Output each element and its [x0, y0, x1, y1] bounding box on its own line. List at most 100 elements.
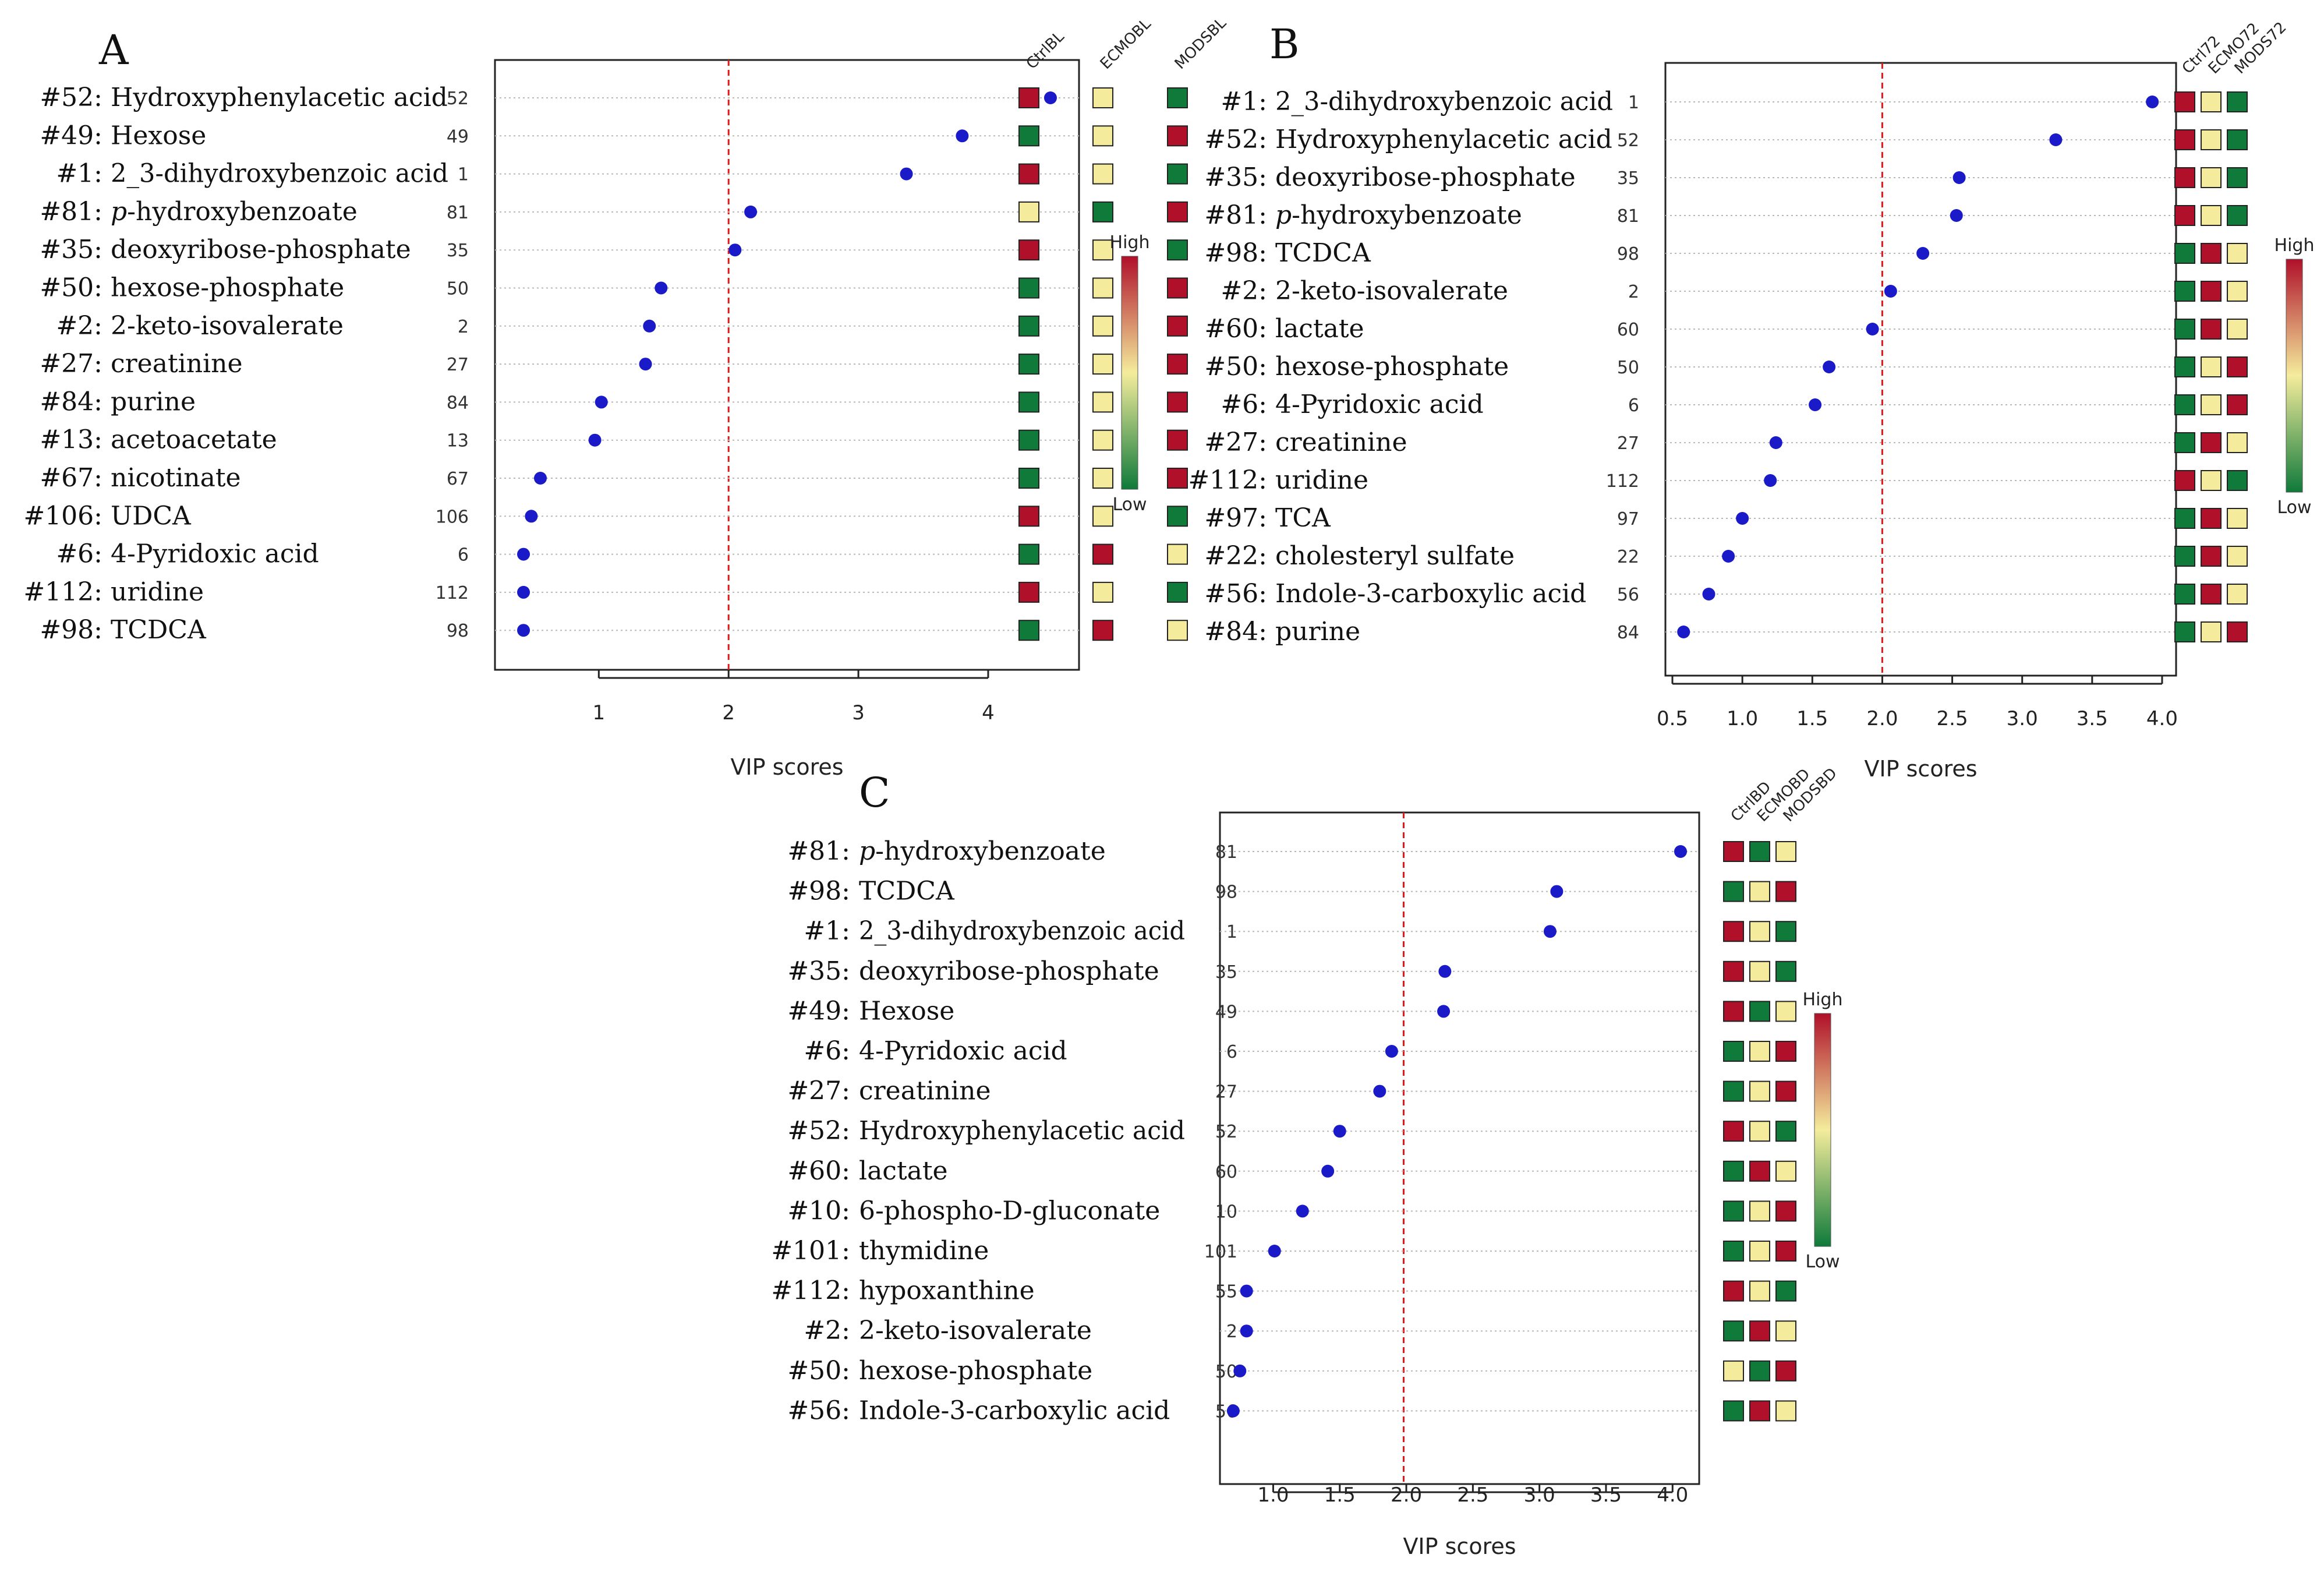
- panel-b-metabolite-name-text: Hydroxyphenylacetic acid: [1275, 125, 1612, 154]
- panel-b-heatmap-cell: [2227, 319, 2248, 340]
- panel-b-metabolite-name: creatinine: [1275, 428, 1407, 457]
- panel-b-heatmap-cell: [2174, 205, 2195, 226]
- panel-c-row: #60: lactate 60: [787, 1156, 1796, 1186]
- panel-c-vip-point: [1240, 1324, 1253, 1338]
- panel-c-xtick-label: 3.0: [1524, 1483, 1555, 1507]
- panel-a-heatmap-cell: [1167, 163, 1188, 185]
- panel-c-metabolite-name: 2_3-dihydroxybenzoic acid: [859, 916, 1185, 946]
- panel-b-vip-point: [2049, 133, 2063, 146]
- panel-c-heatmap-cell: [1775, 921, 1796, 942]
- panel-b-heatmap-cell: [2174, 584, 2195, 605]
- panel-a-heatmap-cell: [1018, 506, 1039, 527]
- panel-c-xtick-label: 3.5: [1590, 1483, 1622, 1507]
- panel-b-row-number: 81: [1617, 206, 1639, 227]
- panel-c-metabolite-name-text: Hexose: [859, 996, 954, 1026]
- panel-a-heatmap-cell: [1167, 468, 1188, 489]
- panel-a-row-number: 81: [447, 203, 469, 223]
- panel-a-row: #84: purine 84: [40, 387, 1188, 416]
- panel-c-metabolite-name-text: thymidine: [859, 1236, 989, 1266]
- panel-c-heatmap-cell: [1723, 1241, 1744, 1262]
- panel-b-xtick-label: 4.0: [2146, 707, 2178, 730]
- panel-b-metabolite-name: 2-keto-isovalerate: [1275, 276, 1508, 306]
- panel-c-heatmap-cell: [1723, 881, 1744, 902]
- panel-b-metabolite-name-text: 2_3-dihydroxybenzoic acid: [1275, 87, 1613, 116]
- panel-a-xtick-label: 1: [592, 701, 605, 725]
- panel-c-heatmap-cell: [1749, 881, 1770, 902]
- panel-a-vip-point: [643, 319, 656, 333]
- panel-b-row-number: 27: [1617, 433, 1639, 454]
- panel-c-metabolite-id: #49:: [787, 996, 850, 1026]
- panel-b-metabolite-name: TCA: [1275, 503, 1331, 533]
- panel-a-heatmap-cell: [1167, 201, 1188, 222]
- panel-c-heatmap-cell: [1749, 1280, 1770, 1302]
- panel-c-plot-frame: [1219, 811, 1700, 1485]
- panel-b-heatmap-cell: [2201, 319, 2222, 340]
- panel-a-xtick-label: 4: [982, 701, 995, 725]
- panel-b-vip-point: [1950, 209, 1963, 222]
- panel-a-metabolite-name-text: hexose-phosphate: [111, 273, 344, 303]
- panel-c-xtick-label: 1.5: [1324, 1483, 1356, 1507]
- panel-c-vip-point: [1543, 925, 1557, 938]
- panel-a-letter: A: [98, 26, 129, 74]
- panel-a-metabolite-id: #6:: [56, 539, 102, 569]
- panel-b-heatmap-cell: [2227, 129, 2248, 150]
- panel-c-heatmap-cell: [1749, 1041, 1770, 1062]
- panel-a-heatmap-cell: [1018, 125, 1039, 147]
- panel-b-plot-frame: [1664, 62, 2177, 677]
- panel-a-xtick-label: 3: [852, 701, 865, 725]
- panel-b-metabolite-name: hexose-phosphate: [1275, 352, 1509, 381]
- panel-b-metabolite-id: #98:: [1204, 238, 1267, 268]
- panel-a-metabolite-name-text: creatinine: [111, 349, 243, 379]
- panel-c-row: #50: hexose-phosphate 50: [787, 1356, 1796, 1386]
- panel-a-vip-point: [517, 624, 530, 637]
- panel-a-metabolite-id: #112:: [23, 577, 102, 607]
- panel-c-heatmap-cell: [1723, 1041, 1744, 1062]
- panel-a-vip-point: [525, 510, 538, 523]
- panel-c-heatmap-cell: [1749, 1320, 1770, 1342]
- panel-a-row-number: 84: [447, 393, 469, 413]
- panel-b-metabolite-name: lactate: [1275, 314, 1364, 344]
- panel-a-heatmap-cell: [1018, 620, 1039, 641]
- panel-a-metabolite-name: 4-Pyridoxic acid: [111, 539, 319, 569]
- panel-c-heatmap-cell: [1723, 1080, 1744, 1102]
- panel-a-heatmap-cell: [1092, 543, 1113, 565]
- panel-c-heatmap-cell: [1723, 1360, 1744, 1382]
- panel-a-metabolite-name: uridine: [111, 577, 204, 607]
- panel-a-heatmap-cell: [1018, 581, 1039, 603]
- panel-a-heatmap-cell: [1167, 506, 1188, 527]
- panel-c-heatmap-cell: [1723, 841, 1744, 862]
- panel-a-heatmap-cell: [1092, 201, 1113, 222]
- panel-c-metabolite-name: TCDCA: [859, 877, 955, 906]
- panel-b-vip-point: [2146, 96, 2159, 108]
- panel-a-metabolite-name-text: uridine: [111, 577, 204, 607]
- panel-b-row-number: 60: [1617, 320, 1639, 340]
- panel-c-row: #49: Hexose 49: [787, 996, 1796, 1026]
- panel-c-heatmap-cell: [1723, 1160, 1744, 1182]
- panel-b-xtick-label: 2.5: [1937, 707, 1968, 730]
- panel-b-xlabel: VIP scores: [1864, 756, 1977, 782]
- panel-b-row: #112: uridine 112: [1188, 465, 2248, 495]
- panel-c-metabolite-id: #56:: [787, 1396, 850, 1425]
- panel-c-row-number: 27: [1215, 1082, 1237, 1103]
- panel-a-heatmap-cell: [1092, 468, 1113, 489]
- panel-b-xtick-label: 2.0: [1866, 707, 1898, 730]
- panel-b-vip-point: [1736, 512, 1749, 525]
- panel-b-heatmap-cell: [2201, 356, 2222, 377]
- panel-c-heatmap-cell: [1723, 1280, 1744, 1302]
- panel-c-metabolite-name-text: TCDCA: [859, 877, 955, 906]
- panel-c-metabolite-name: 4-Pyridoxic acid: [859, 1036, 1067, 1066]
- panel-b-heatmap-cell: [2201, 91, 2222, 112]
- panel-c-heatmap-cell: [1749, 1360, 1770, 1382]
- panel-b-vip-point: [1764, 474, 1777, 487]
- panel-b-metabolite-id: #56:: [1204, 579, 1267, 609]
- panel-c-heatmap-cell: [1775, 881, 1796, 902]
- panel-a-metabolite-name: 2-keto-isovalerate: [111, 311, 344, 341]
- panel-a-heatmap-cell: [1092, 620, 1113, 641]
- panel-a-heatmap-cell: [1092, 315, 1113, 337]
- panel-a-vip-point: [517, 585, 530, 599]
- panel-b-vip-point: [1702, 588, 1715, 600]
- panel-b-heatmap-cell: [2227, 205, 2248, 226]
- panel-b-vip-point: [1823, 361, 1836, 373]
- panel-a-heatmap-cell: [1092, 354, 1113, 375]
- panel-b-vip-point: [1677, 626, 1690, 638]
